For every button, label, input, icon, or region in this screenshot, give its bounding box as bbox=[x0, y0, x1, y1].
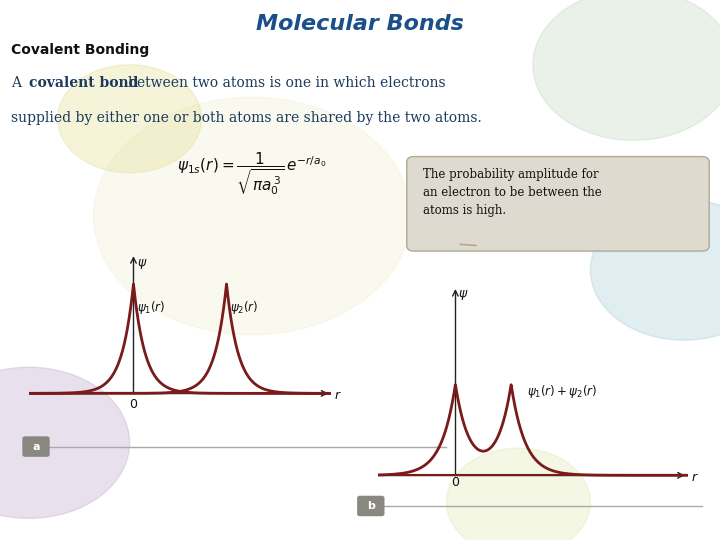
Text: $\psi_1(r)$: $\psi_1(r)$ bbox=[137, 299, 166, 316]
Circle shape bbox=[533, 0, 720, 140]
Text: between two atoms is one in which electrons: between two atoms is one in which electr… bbox=[128, 76, 446, 90]
Text: $\psi$: $\psi$ bbox=[137, 256, 148, 271]
Text: $\psi_1(r) + \psi_2(r)$: $\psi_1(r) + \psi_2(r)$ bbox=[526, 383, 597, 400]
Text: b: b bbox=[367, 501, 374, 511]
Text: $0$: $0$ bbox=[451, 476, 460, 489]
Text: $0$: $0$ bbox=[129, 397, 138, 410]
Text: Molecular Bonds: Molecular Bonds bbox=[256, 14, 464, 33]
Text: $r$: $r$ bbox=[690, 470, 698, 484]
Text: A: A bbox=[11, 76, 21, 90]
FancyBboxPatch shape bbox=[22, 436, 50, 457]
Circle shape bbox=[94, 97, 410, 335]
FancyBboxPatch shape bbox=[407, 157, 709, 251]
Text: $\psi_2(r)$: $\psi_2(r)$ bbox=[230, 299, 258, 316]
Circle shape bbox=[590, 200, 720, 340]
Text: $\psi$: $\psi$ bbox=[459, 288, 469, 302]
Circle shape bbox=[446, 448, 590, 540]
Text: The probability amplitude for
an electron to be between the
atoms is high.: The probability amplitude for an electro… bbox=[423, 168, 601, 218]
FancyBboxPatch shape bbox=[357, 496, 384, 516]
Text: a: a bbox=[32, 442, 40, 451]
Text: supplied by either one or both atoms are shared by the two atoms.: supplied by either one or both atoms are… bbox=[11, 111, 482, 125]
Circle shape bbox=[0, 367, 130, 518]
Text: $r$: $r$ bbox=[333, 389, 341, 402]
Text: Covalent Bonding: Covalent Bonding bbox=[11, 43, 149, 57]
Circle shape bbox=[58, 65, 202, 173]
Text: $\psi_{1s}(r) = \dfrac{1}{\sqrt{\pi a_0^{\,3}}}\, e^{-r/a_0}$: $\psi_{1s}(r) = \dfrac{1}{\sqrt{\pi a_0^… bbox=[177, 151, 327, 198]
Text: covalent bond: covalent bond bbox=[29, 76, 138, 90]
